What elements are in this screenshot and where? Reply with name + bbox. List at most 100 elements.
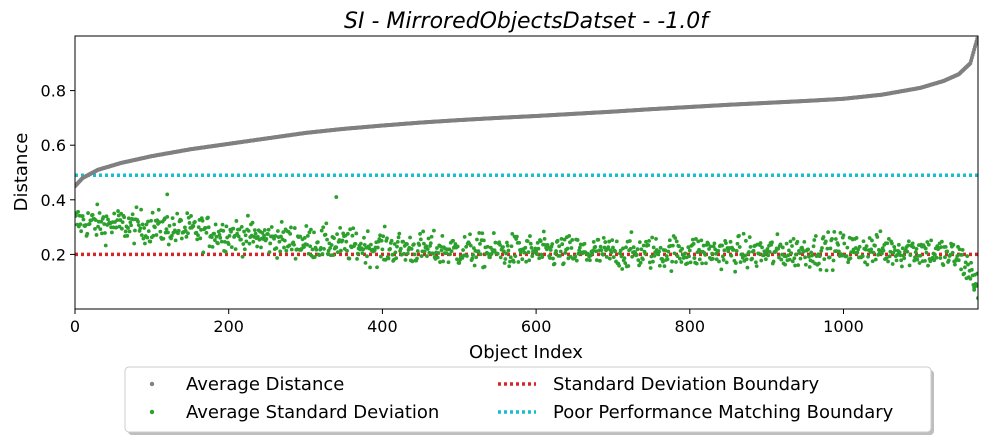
std-point [888, 249, 893, 254]
std-point [613, 249, 618, 254]
std-point [938, 256, 943, 260]
std-point [161, 236, 166, 241]
std-point [231, 226, 236, 231]
std-point [560, 242, 565, 247]
std-point [966, 262, 970, 267]
legend-marker-average-distance [149, 381, 155, 387]
std-point [246, 228, 251, 233]
std-point [932, 258, 937, 263]
std-point [262, 233, 266, 238]
std-point [338, 225, 343, 230]
std-point [227, 234, 232, 238]
std-point [809, 250, 814, 255]
std-point [468, 232, 472, 237]
std-point [395, 239, 400, 244]
std-point [738, 260, 743, 264]
std-point [201, 250, 206, 255]
std-point [836, 249, 841, 254]
std-point [498, 255, 503, 260]
std-point [863, 260, 867, 265]
std-point [488, 255, 492, 260]
std-point [405, 242, 409, 247]
std-point [687, 248, 692, 253]
std-point [133, 228, 137, 233]
std-point [229, 229, 233, 234]
std-point [236, 234, 241, 239]
std-point [789, 251, 794, 256]
std-point [126, 216, 131, 221]
std-point [144, 222, 149, 227]
std-point [259, 245, 263, 250]
std-point [716, 248, 721, 253]
std-point [412, 252, 417, 257]
std-point [310, 247, 315, 252]
std-point [601, 252, 605, 257]
std-point [647, 260, 652, 265]
std-point [166, 230, 170, 235]
std-point [288, 232, 293, 236]
std-point [827, 255, 832, 260]
std-point [963, 265, 967, 270]
std-point [212, 238, 217, 243]
std-point [325, 237, 329, 242]
std-point [905, 249, 910, 254]
std-point [526, 250, 531, 255]
std-point [96, 224, 100, 229]
std-point [638, 260, 643, 265]
std-point [657, 249, 661, 254]
std-point [511, 259, 516, 264]
std-point [596, 237, 601, 242]
std-point [741, 231, 746, 236]
std-point [457, 261, 462, 265]
std-point [446, 260, 451, 265]
std-point [80, 214, 85, 218]
std-point [439, 248, 444, 253]
std-point [229, 245, 234, 250]
std-point [275, 229, 280, 233]
std-point [191, 224, 196, 229]
std-point [438, 244, 443, 249]
std-point [146, 229, 151, 233]
std-point [388, 247, 392, 251]
std-point [878, 229, 883, 234]
std-point [358, 241, 363, 246]
std-point [267, 250, 272, 255]
std-point [362, 235, 366, 240]
std-point [873, 257, 878, 262]
std-point [662, 264, 667, 269]
std-point [722, 248, 727, 253]
std-point [908, 253, 913, 258]
std-point [176, 228, 181, 233]
std-point [451, 238, 456, 243]
std-point [923, 246, 928, 251]
std-point [368, 242, 373, 247]
std-point [790, 259, 795, 264]
legend-label-average-distance: Average Distance [186, 374, 344, 395]
y-tick-label: 0.2 [41, 245, 66, 264]
std-point [617, 263, 622, 268]
std-point [99, 231, 104, 236]
std-point [142, 226, 147, 230]
std-point [765, 247, 770, 251]
std-point [654, 237, 658, 241]
std-point [548, 248, 553, 252]
std-point [861, 239, 866, 244]
std-point [745, 265, 750, 270]
std-point [911, 245, 916, 250]
std-point [647, 239, 651, 243]
std-point [555, 238, 560, 243]
std-point [425, 247, 430, 251]
std-point [242, 247, 247, 252]
std-point [172, 222, 177, 227]
std-point [943, 255, 947, 260]
std-point [478, 252, 483, 257]
std-point [397, 231, 402, 236]
std-point [380, 247, 385, 252]
std-point [219, 239, 224, 244]
std-point [104, 214, 109, 219]
std-point [279, 234, 283, 239]
std-point [264, 237, 269, 241]
std-point [138, 226, 143, 231]
std-point [535, 240, 540, 245]
